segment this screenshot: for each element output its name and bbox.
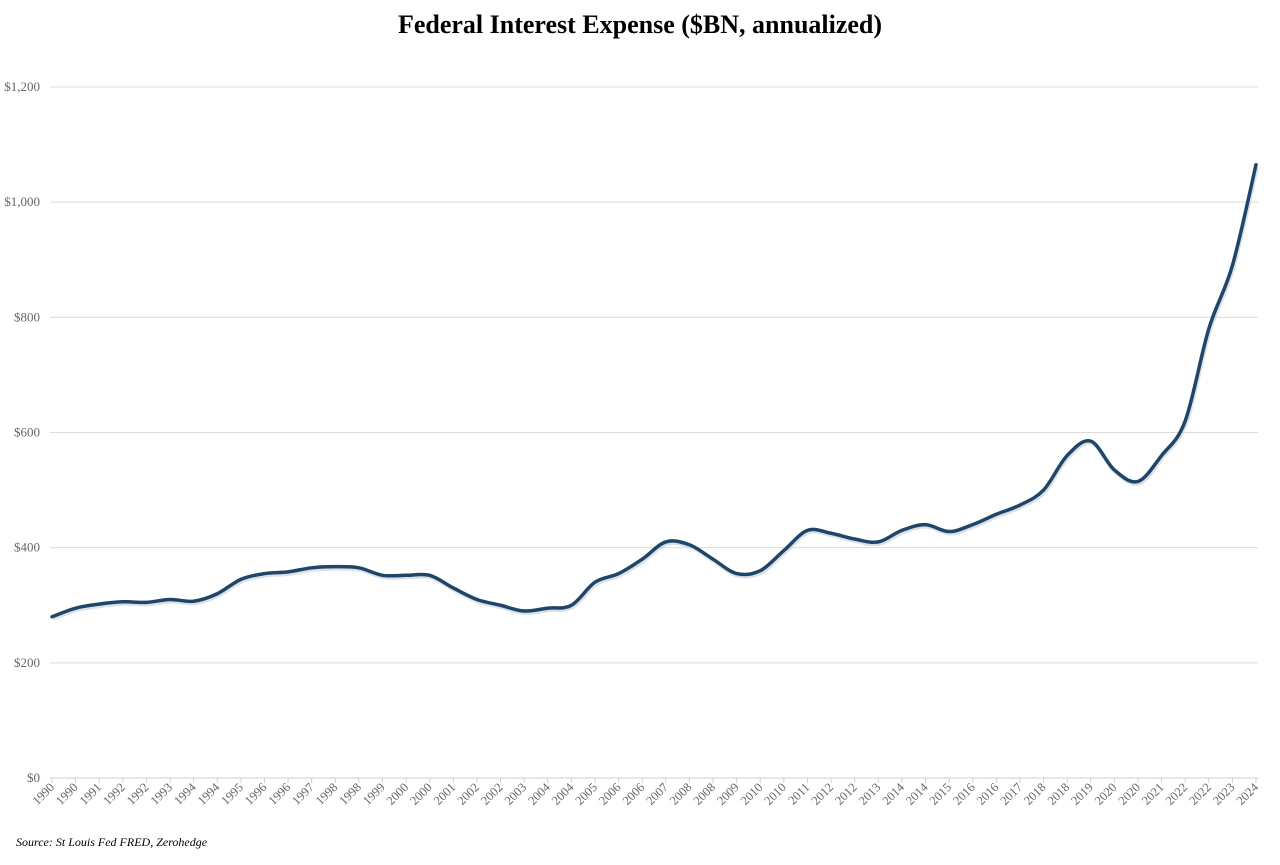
x-tick-label: 2021 (1139, 780, 1167, 808)
x-tick-label: 1990 (53, 780, 81, 808)
y-tick-label: $0 (27, 770, 40, 785)
x-tick-label: 2008 (691, 780, 719, 808)
x-tick-label: 2003 (502, 780, 530, 808)
y-tick-label: $800 (14, 309, 40, 324)
chart-title: Federal Interest Expense ($BN, annualize… (397, 10, 883, 39)
x-tick-label: 1992 (100, 780, 128, 808)
source-note: Source: St Louis Fed FRED, Zerohedge (16, 835, 208, 849)
x-tick-label: 2004 (525, 780, 553, 808)
x-tick-label: 2005 (573, 780, 601, 808)
series-lines (50, 162, 1259, 621)
x-tick-label: 2018 (1021, 780, 1049, 808)
x-tick-label: 2010 (761, 780, 789, 808)
x-tick-label: 2007 (643, 780, 671, 808)
y-tick-label: $1,200 (4, 79, 40, 94)
x-tick-label: 2010 (738, 780, 766, 808)
x-tick-label: 2002 (454, 780, 482, 808)
x-tick-label: 1994 (171, 780, 199, 808)
y-tick-label: $600 (14, 425, 40, 440)
x-tick-label: 2017 (997, 780, 1025, 808)
x-tick-label: 2009 (714, 780, 742, 808)
x-tick-label: 2011 (785, 780, 812, 807)
x-tick-label: 2000 (384, 780, 412, 808)
x-tick-label: 2004 (549, 780, 577, 808)
x-tick-label: 2012 (832, 780, 860, 808)
x-tick-label: 2024 (1234, 780, 1262, 808)
y-tick-label: $1,000 (4, 194, 40, 209)
series-line (50, 162, 1258, 619)
x-tick-label: 2013 (856, 780, 884, 808)
x-tick-label: 2019 (1068, 780, 1096, 808)
x-tick-label: 2020 (1092, 780, 1120, 808)
x-tick-label: 2020 (1116, 780, 1144, 808)
series-line-shadow (52, 166, 1259, 621)
x-tick-label: 1991 (77, 780, 105, 808)
x-tick-label: 1996 (242, 780, 270, 808)
x-tick-label: 2012 (809, 780, 837, 808)
y-tick-label: $200 (14, 655, 40, 670)
x-tick-label: 1997 (289, 780, 317, 808)
x-tick-label: 2018 (1045, 780, 1073, 808)
x-tick-label: 2022 (1186, 780, 1214, 808)
x-tick-label: 1998 (313, 780, 341, 808)
x-tick-label: 1993 (148, 780, 176, 808)
x-tick-label: 2000 (407, 780, 435, 808)
x-tick-label: 1996 (266, 780, 294, 808)
x-tick-label: 2014 (903, 780, 931, 808)
x-tick-label: 2015 (927, 780, 955, 808)
x-tick-label: 2023 (1210, 780, 1238, 808)
x-tick-label: 1992 (124, 780, 152, 808)
x-tick-label: 2001 (431, 780, 459, 808)
x-tick-label: 1999 (360, 780, 388, 808)
x-tick-label: 1994 (195, 780, 223, 808)
x-tick-label: 1998 (336, 780, 364, 808)
x-tick-label: 2008 (667, 780, 695, 808)
x-tick-label: 2006 (596, 780, 624, 808)
x-tick-label: 1995 (218, 780, 246, 808)
x-tick-label: 2016 (974, 780, 1002, 808)
y-tick-label: $400 (14, 540, 40, 555)
gridlines (50, 86, 1258, 779)
x-tick-label: 2006 (620, 780, 648, 808)
x-axis: 1990199019911992199219931994199419951996… (30, 778, 1262, 808)
x-tick-label: 2002 (478, 780, 506, 808)
x-tick-label: 2014 (879, 780, 907, 808)
x-tick-label: 2022 (1163, 780, 1191, 808)
y-axis: $0 $200 $400 $600 $800 $1,000 $1,200 (4, 79, 40, 785)
x-tick-label: 2016 (950, 780, 978, 808)
